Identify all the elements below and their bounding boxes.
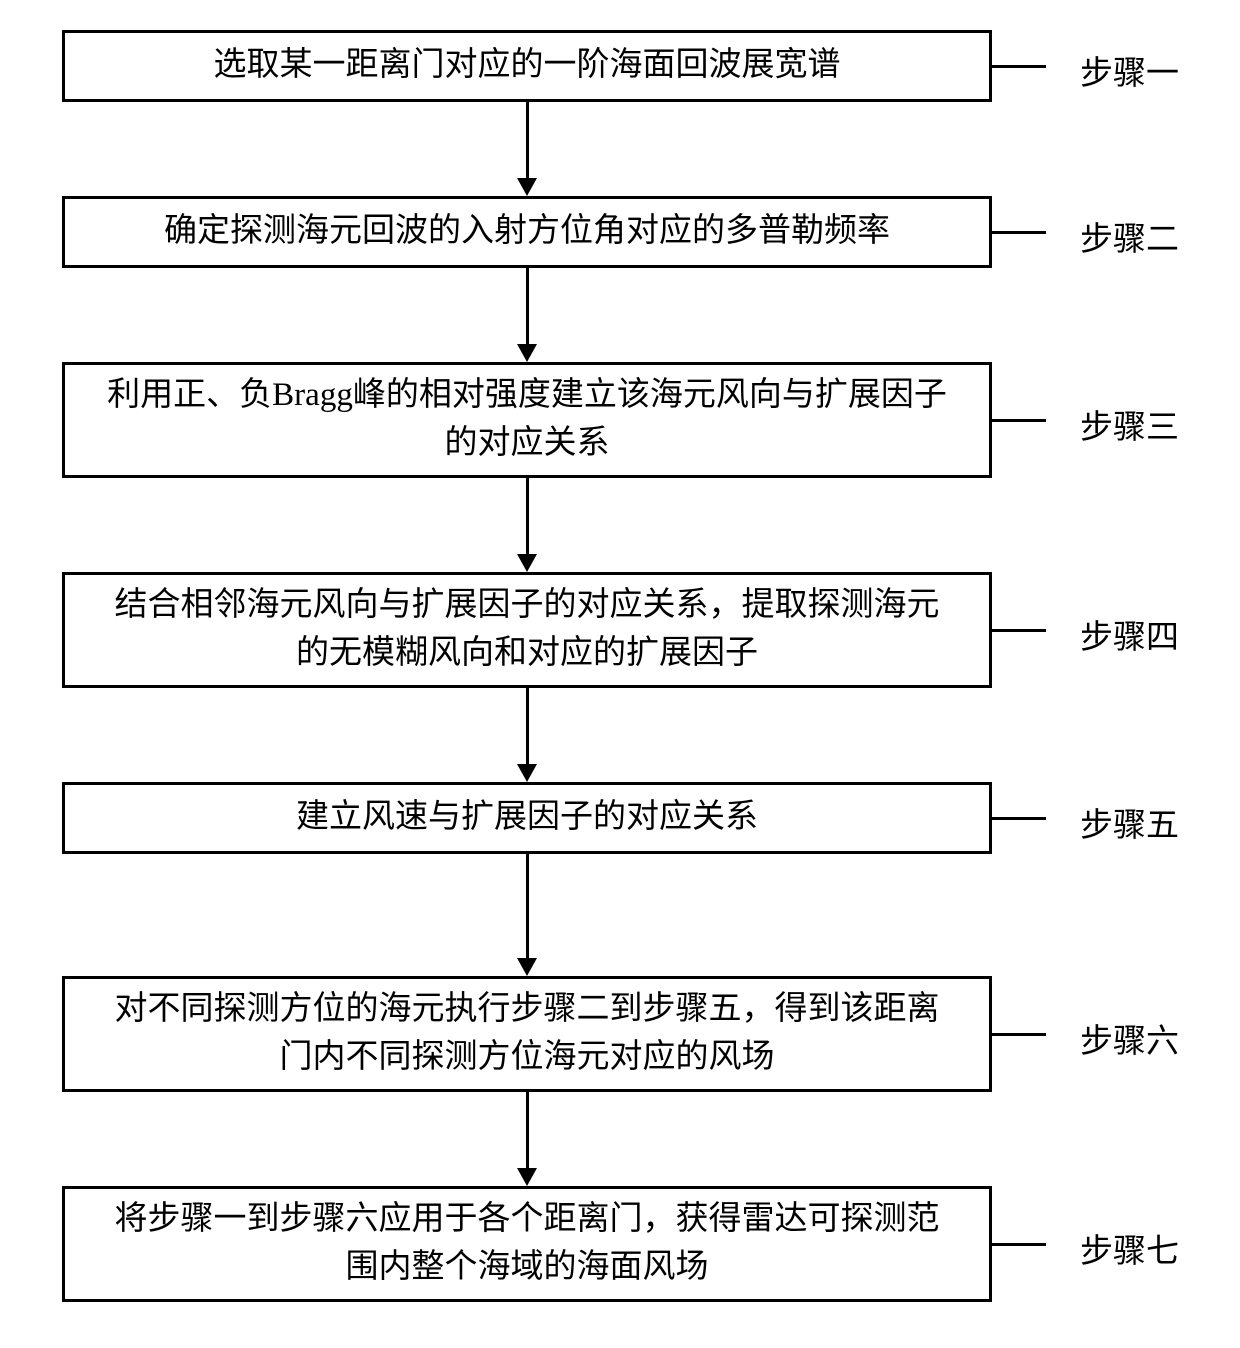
arrow-head-icon	[517, 344, 537, 362]
step-label: 步骤五	[1080, 798, 1179, 846]
flowchart-canvas: 选取某一距离门对应的一阶海面回波展宽谱 步骤一确定探测海元回波的入射方位角对应的多…	[0, 0, 1240, 1348]
flow-box-text: 建立风速与扩展因子的对应关系	[296, 794, 758, 842]
flow-box-text: 确定探测海元回波的入射方位角对应的多普勒频率	[164, 208, 890, 256]
step-label: 步骤三	[1080, 400, 1179, 448]
connector-line	[992, 65, 1046, 68]
flow-box-step2: 确定探测海元回波的入射方位角对应的多普勒频率	[62, 196, 992, 268]
arrow-line	[526, 1092, 529, 1168]
connector-line	[992, 629, 1046, 632]
connector-line	[992, 231, 1046, 234]
step-label: 步骤四	[1080, 610, 1179, 658]
flow-box-text: 选取某一距离门对应的一阶海面回波展宽谱	[214, 42, 841, 90]
flow-box-step6: 对不同探测方位的海元执行步骤二到步骤五，得到该距离 门内不同探测方位海元对应的风…	[62, 976, 992, 1092]
step-label: 步骤一	[1080, 46, 1179, 94]
arrow-head-icon	[517, 554, 537, 572]
step-label: 步骤二	[1080, 212, 1179, 260]
step-label: 步骤六	[1080, 1014, 1179, 1062]
arrow-head-icon	[517, 178, 537, 196]
connector-line	[992, 817, 1046, 820]
connector-line	[992, 1243, 1046, 1246]
arrow-head-icon	[517, 958, 537, 976]
flow-box-step1: 选取某一距离门对应的一阶海面回波展宽谱	[62, 30, 992, 102]
arrow-line	[526, 854, 529, 958]
step-label: 步骤七	[1080, 1224, 1179, 1272]
arrow-line	[526, 478, 529, 554]
connector-line	[992, 1033, 1046, 1036]
flow-box-step3: 利用正、负Bragg峰的相对强度建立该海元风向与扩展因子 的对应关系	[62, 362, 992, 478]
flow-box-step4: 结合相邻海元风向与扩展因子的对应关系，提取探测海元 的无模糊风向和对应的扩展因子	[62, 572, 992, 688]
flow-box-text: 对不同探测方位的海元执行步骤二到步骤五，得到该距离 门内不同探测方位海元对应的风…	[115, 986, 940, 1082]
flow-box-step7: 将步骤一到步骤六应用于各个距离门，获得雷达可探测范 围内整个海域的海面风场	[62, 1186, 992, 1302]
flow-box-step5: 建立风速与扩展因子的对应关系	[62, 782, 992, 854]
connector-line	[992, 419, 1046, 422]
arrow-line	[526, 268, 529, 344]
flow-box-text: 将步骤一到步骤六应用于各个距离门，获得雷达可探测范 围内整个海域的海面风场	[115, 1196, 940, 1292]
arrow-line	[526, 102, 529, 178]
arrow-line	[526, 688, 529, 764]
arrow-head-icon	[517, 764, 537, 782]
flow-box-text: 利用正、负Bragg峰的相对强度建立该海元风向与扩展因子 的对应关系	[107, 372, 947, 468]
flow-box-text: 结合相邻海元风向与扩展因子的对应关系，提取探测海元 的无模糊风向和对应的扩展因子	[115, 582, 940, 678]
arrow-head-icon	[517, 1168, 537, 1186]
